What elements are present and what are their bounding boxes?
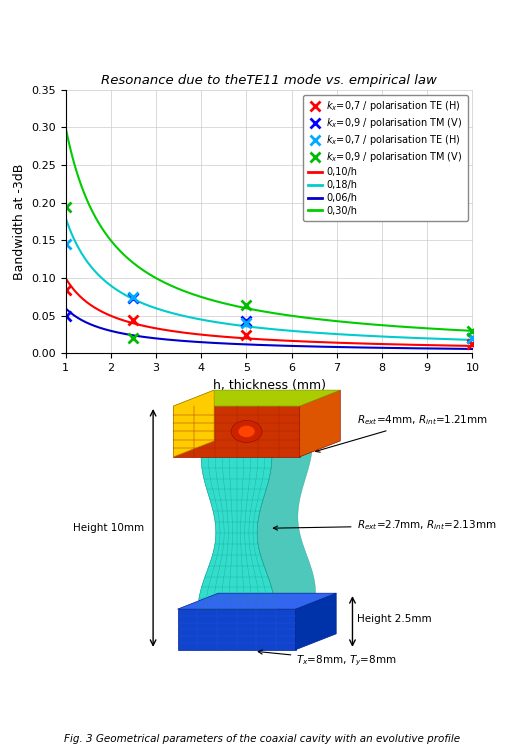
Y-axis label: Bandwidth at -3dB: Bandwidth at -3dB — [13, 163, 26, 280]
Polygon shape — [173, 406, 300, 457]
Polygon shape — [296, 593, 336, 650]
Text: $T_x$=8mm, $T_y$=8mm: $T_x$=8mm, $T_y$=8mm — [258, 650, 397, 668]
X-axis label: h, thickness (mm): h, thickness (mm) — [213, 378, 326, 392]
Text: $R_{ext}$=4mm, $R_{int}$=1.21mm: $R_{ext}$=4mm, $R_{int}$=1.21mm — [316, 414, 487, 453]
Polygon shape — [177, 609, 296, 650]
Text: Fig. 3 Geometrical parameters of the coaxial cavity with an evolutive profile: Fig. 3 Geometrical parameters of the coa… — [65, 735, 460, 744]
Polygon shape — [177, 593, 336, 609]
Legend: $k_x$=0,7 / polarisation TE (H), $k_x$=0,9 / polarisation TM (V), $k_x$=0,7 / po: $k_x$=0,7 / polarisation TE (H), $k_x$=0… — [303, 94, 468, 221]
Polygon shape — [257, 441, 316, 609]
Text: $R_{ext}$=2.7mm, $R_{int}$=2.13mm: $R_{ext}$=2.7mm, $R_{int}$=2.13mm — [274, 518, 496, 533]
Polygon shape — [300, 390, 340, 457]
Circle shape — [231, 420, 262, 443]
Text: Height 10mm: Height 10mm — [73, 523, 144, 533]
Polygon shape — [198, 457, 275, 609]
Polygon shape — [173, 390, 214, 457]
Text: Height 2.5mm: Height 2.5mm — [356, 613, 431, 624]
Circle shape — [238, 426, 255, 438]
Polygon shape — [173, 390, 340, 406]
Title: Resonance due to theTE11 mode vs. empirical law: Resonance due to theTE11 mode vs. empiri… — [101, 74, 437, 88]
